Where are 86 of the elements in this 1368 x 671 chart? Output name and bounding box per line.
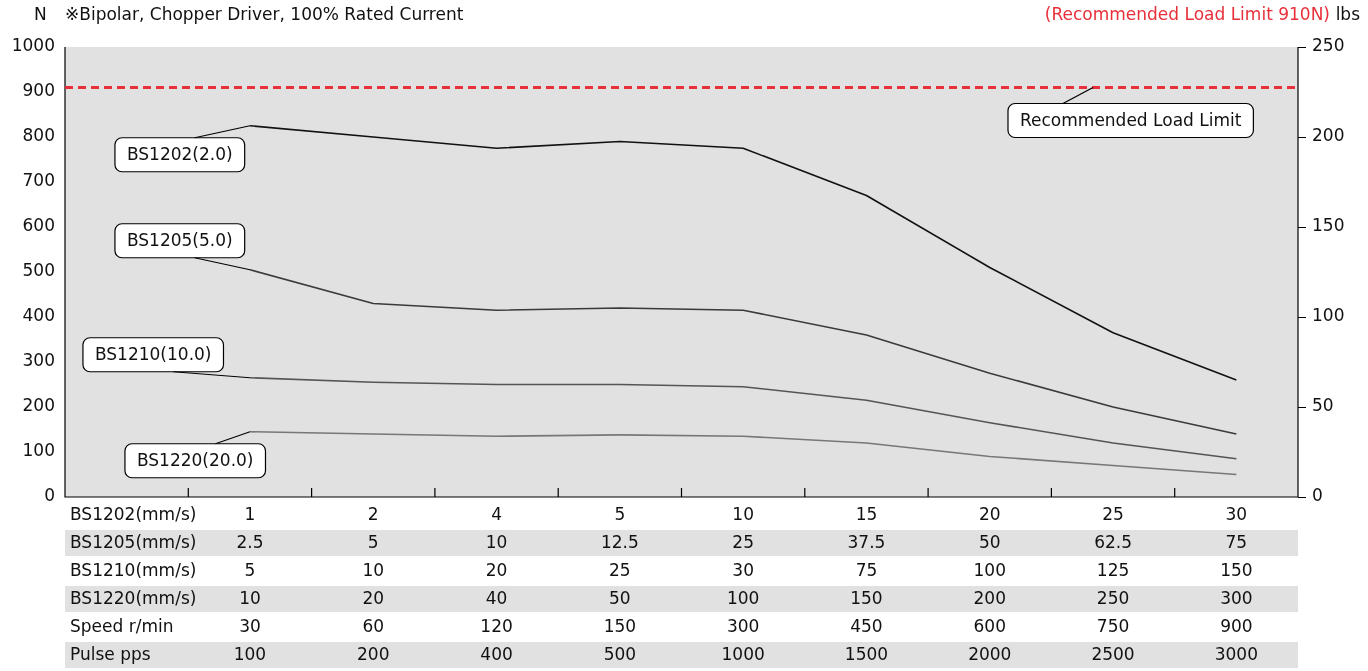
text: 40 bbox=[485, 588, 508, 609]
text: 20 bbox=[362, 588, 385, 609]
x-tick-label: 30 bbox=[1225, 504, 1248, 525]
text: 12.5 bbox=[600, 532, 639, 553]
text: 150 bbox=[850, 588, 883, 609]
y-tick-label: 800 bbox=[22, 125, 55, 146]
text: 300 bbox=[1220, 588, 1253, 609]
text: 5 bbox=[367, 532, 379, 553]
text: 10 bbox=[239, 588, 261, 609]
text: 2500 bbox=[1091, 644, 1135, 665]
text: Pulse pps bbox=[70, 644, 151, 665]
text: 120 bbox=[480, 616, 513, 637]
x-tick-label: 10 bbox=[732, 504, 754, 525]
text: 750 bbox=[1096, 616, 1130, 637]
text: Speed r/min bbox=[70, 616, 174, 637]
y-axis-title: N bbox=[34, 4, 47, 25]
text: 37.5 bbox=[847, 532, 886, 553]
text: 250 bbox=[1096, 588, 1130, 609]
text: 400 bbox=[480, 644, 513, 665]
y-tick-label: 300 bbox=[22, 350, 55, 371]
y-tick-label: 1000 bbox=[11, 35, 55, 56]
series-label: BS1220(20.0) bbox=[136, 450, 254, 471]
text: 3000 bbox=[1214, 644, 1258, 665]
series-label: BS1202(2.0) bbox=[126, 144, 233, 165]
y2-axis-title: lbs bbox=[1335, 4, 1361, 25]
y2-tick-label: 150 bbox=[1312, 215, 1345, 236]
y2-tick-label: 50 bbox=[1312, 395, 1334, 416]
text: 25 bbox=[609, 560, 631, 581]
text: 10 bbox=[362, 560, 385, 581]
text: 100 bbox=[973, 560, 1006, 581]
x-tick-label: 1 bbox=[244, 504, 256, 525]
x-tick-label: 4 bbox=[491, 504, 502, 525]
text: BS1210(mm/s) bbox=[70, 560, 197, 581]
y2-tick-label: 200 bbox=[1312, 125, 1345, 146]
x-axis-title: BS1202(mm/s) bbox=[70, 504, 197, 525]
y2-tick-label: 0 bbox=[1312, 485, 1323, 506]
text: 62.5 bbox=[1094, 532, 1132, 553]
text: 1500 bbox=[844, 644, 889, 665]
text: BS1205(mm/s) bbox=[70, 532, 197, 553]
text: 150 bbox=[1220, 560, 1253, 581]
text: 200 bbox=[357, 644, 390, 665]
text: 600 bbox=[973, 616, 1006, 637]
text: 75 bbox=[1225, 532, 1248, 553]
x-tick-label: 25 bbox=[1102, 504, 1124, 525]
text: 30 bbox=[239, 616, 261, 637]
text: 1000 bbox=[721, 644, 765, 665]
series-label: BS1205(5.0) bbox=[126, 230, 233, 251]
text: 10 bbox=[485, 532, 508, 553]
text: 100 bbox=[233, 644, 267, 665]
y-tick-label: 400 bbox=[22, 305, 55, 326]
text: 500 bbox=[603, 644, 637, 665]
text: 50 bbox=[609, 588, 631, 609]
y-tick-label: 500 bbox=[22, 260, 55, 281]
text: 25 bbox=[732, 532, 754, 553]
text: 125 bbox=[1096, 560, 1130, 581]
y2-tick-label: 100 bbox=[1312, 305, 1345, 326]
text: 75 bbox=[855, 560, 878, 581]
x-tick-label: 20 bbox=[978, 504, 1001, 525]
ref-line-label: Recommended Load Limit bbox=[1020, 109, 1242, 130]
text: BS1210(10.0) bbox=[94, 344, 212, 365]
x-tick-label: 2 bbox=[367, 504, 379, 525]
text: 50 bbox=[978, 532, 1001, 553]
text: 5 bbox=[244, 560, 256, 581]
y-tick-label: 600 bbox=[22, 215, 55, 236]
text: 30 bbox=[732, 560, 754, 581]
y-tick-label: 200 bbox=[22, 395, 55, 416]
y-tick-label: 900 bbox=[22, 80, 55, 101]
text: 2.5 bbox=[236, 532, 264, 553]
text: 2000 bbox=[968, 644, 1012, 665]
chart-title: ※Bipolar, Chopper Driver, 100% Rated Current bbox=[65, 4, 464, 25]
text: 150 bbox=[603, 616, 637, 637]
x-tick-label: 5 bbox=[614, 504, 626, 525]
text: 200 bbox=[973, 588, 1006, 609]
y-tick-label: 0 bbox=[44, 485, 55, 506]
y-tick-label: 700 bbox=[22, 170, 55, 191]
text: 100 bbox=[726, 588, 760, 609]
text: 450 bbox=[850, 616, 883, 637]
text: 900 bbox=[1220, 616, 1253, 637]
y2-tick-label: 250 bbox=[1312, 35, 1345, 56]
text: BS1220(mm/s) bbox=[70, 588, 197, 609]
x-tick-label: 15 bbox=[855, 504, 878, 525]
y-tick-label: 100 bbox=[22, 440, 55, 461]
text: 60 bbox=[362, 616, 385, 637]
text: 300 bbox=[726, 616, 760, 637]
text: 20 bbox=[485, 560, 508, 581]
chart-subtitle: (Recommended Load Limit 910N) bbox=[1044, 4, 1330, 25]
